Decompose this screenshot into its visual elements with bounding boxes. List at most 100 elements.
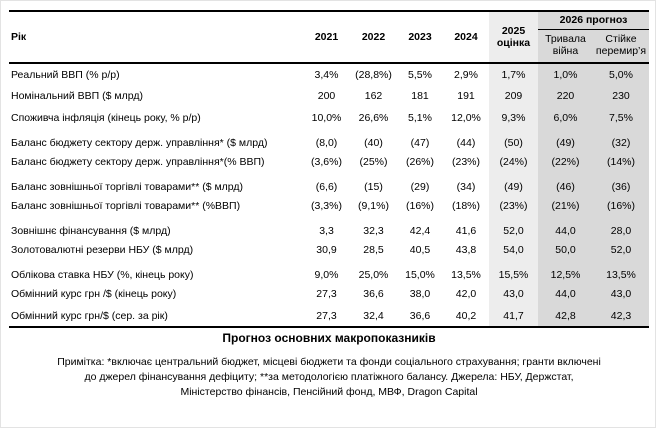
- cell-2026-war: (22%): [538, 151, 593, 173]
- cell-2023: 40,5: [409, 244, 431, 256]
- cell-2026-truce: 42,3: [593, 305, 649, 327]
- cell-2023: 5,1%: [408, 112, 432, 124]
- table-header: Рік 2021 2022 2023 2024 2025 оцінка 2026…: [9, 11, 649, 63]
- col-header-2021: 2021: [314, 31, 339, 43]
- cell-2024: 41,6: [455, 224, 477, 237]
- table-row: Облікова ставка НБУ (%, кінець року) 9,0%…: [9, 261, 649, 283]
- table-row: Зовнішнє фінансування ($ млрд) 3,3 32,3 42,…: [9, 217, 649, 239]
- cell-2025-estimate: 52,0: [489, 217, 538, 239]
- col-header-2024: 2024: [454, 31, 478, 43]
- cell-2026-war: 6,0%: [538, 107, 593, 129]
- cell-2022: (9,1%): [358, 200, 389, 212]
- cell-2023: (16%): [405, 200, 434, 212]
- cell-2024: 12,0%: [451, 112, 481, 124]
- footnote: Примітка: *включає центральний бюджет, м…: [9, 355, 649, 400]
- row-label: Баланс зовнішньої торгівлі товарами** ($…: [11, 180, 244, 193]
- cell-2026-war: 44,0: [538, 217, 593, 239]
- footnote-line-1: Примітка: *включає центральний бюджет, м…: [57, 356, 601, 368]
- header-row-scenarios: Тривала війна Стійке перемир’я: [9, 29, 649, 63]
- cell-2022: (25%): [359, 156, 388, 168]
- row-label: Обмінний курс грн /$ (кінець року): [11, 288, 177, 300]
- cell-2021: 27,3: [316, 309, 337, 322]
- cell-2026-truce: 13,5%: [593, 261, 649, 283]
- cell-2025-estimate: 43,0: [489, 283, 538, 305]
- col-header-2026-forecast: 2026 прогноз: [538, 11, 649, 30]
- cell-2021: (3,3%): [311, 200, 342, 212]
- cell-2022: 25,0%: [358, 268, 389, 281]
- cell-2024: (18%): [451, 200, 480, 212]
- cell-2026-truce: 7,5%: [593, 107, 649, 129]
- cell-2023: 181: [411, 90, 429, 102]
- cell-2023: 42,4: [409, 224, 431, 237]
- cell-2021: 200: [317, 90, 336, 102]
- cell-2024: (23%): [451, 156, 480, 168]
- col-header-prolonged-war: Тривала війна: [538, 29, 593, 63]
- cell-2023: (26%): [405, 156, 434, 168]
- cell-2026-truce: 230: [593, 85, 649, 107]
- cell-2026-war: (49): [538, 129, 593, 151]
- table-row: Споживча інфляція (кінець року, % р/р) 10…: [9, 107, 649, 129]
- cell-2024: 42,0: [455, 288, 477, 300]
- report-page: Рік 2021 2022 2023 2024 2025 оцінка 2026…: [1, 1, 655, 400]
- cell-2021: (3,6%): [311, 156, 342, 168]
- cell-2022: 32,3: [363, 224, 384, 237]
- table-row: Обмінний курс грн /$ (кінець року) 27,3 36…: [9, 283, 649, 305]
- cell-2022: 36,6: [363, 288, 384, 300]
- cell-2024: 40,2: [455, 309, 477, 322]
- cell-2025-estimate: 9,3%: [489, 107, 538, 129]
- cell-2026-truce: (16%): [593, 195, 649, 217]
- table-row: Обмінний курс грн/$ (сер. за рік) 27,3 32,…: [9, 305, 649, 327]
- row-label: Баланс зовнішньої торгівлі товарами** (%…: [11, 200, 241, 212]
- cell-2026-truce: (14%): [593, 151, 649, 173]
- cell-2022: 26,6%: [358, 112, 389, 124]
- cell-2026-truce: 28,0: [593, 217, 649, 239]
- cell-2026-war: 1,0%: [538, 63, 593, 85]
- cell-2023: 38,0: [409, 288, 431, 300]
- cell-2026-truce: 5,0%: [593, 63, 649, 85]
- cell-2026-war: 42,8: [538, 305, 593, 327]
- cell-2024: 191: [457, 90, 475, 102]
- row-label: Облікова ставка НБУ (%, кінець року): [11, 268, 194, 281]
- table-row: Номінальний ВВП ($ млрд) 200 162 181 191 209 2…: [9, 85, 649, 107]
- table-row: Золотовалютні резерви НБУ ($ млрд) 30,9 28…: [9, 239, 649, 261]
- cell-2021: 10,0%: [311, 112, 342, 124]
- table-row: Баланс зовнішньої торгівлі товарами** ($…: [9, 173, 649, 195]
- cell-2025-estimate: 41,7: [489, 305, 538, 327]
- cell-2026-war: (46): [538, 173, 593, 195]
- row-label: Зовнішнє фінансування ($ млрд): [11, 224, 171, 237]
- row-label: Споживча інфляція (кінець року, % р/р): [11, 112, 201, 124]
- cell-2025-estimate: (24%): [489, 151, 538, 173]
- cell-2025-estimate: (49): [489, 173, 538, 195]
- col-header-2025-estimate: 2025 оцінка: [489, 11, 538, 63]
- cell-2026-truce: (36): [593, 173, 649, 195]
- cell-2021: 27,3: [316, 288, 337, 300]
- cell-2024: 43,8: [455, 244, 477, 256]
- cell-2022: (40): [364, 136, 383, 149]
- table-row: Баланс зовнішньої торгівлі товарами** (%…: [9, 195, 649, 217]
- row-label: Номінальний ВВП ($ млрд): [11, 90, 143, 102]
- cell-2021: 3,3: [319, 224, 334, 237]
- cell-2021: 9,0%: [314, 268, 339, 281]
- cell-2025-estimate: 1,7%: [489, 63, 538, 85]
- corner-header-year: Рік: [11, 31, 27, 43]
- table-row: Баланс бюджету сектору держ. управління*…: [9, 129, 649, 151]
- col-header-lasting-truce: Стійке перемир’я: [593, 29, 649, 63]
- footnote-line-2: до джерел фінансування дефіциту; **за ме…: [84, 371, 574, 383]
- cell-2025-estimate: (50): [489, 129, 538, 151]
- cell-2025-estimate: 54,0: [489, 239, 538, 261]
- cell-2026-truce: 43,0: [593, 283, 649, 305]
- row-label: Реальний ВВП (% р/р): [11, 68, 120, 81]
- table-row: Реальний ВВП (% р/р) 3,4% (28,8%) 5,5% 2,9% 1…: [9, 63, 649, 85]
- table-caption: Прогноз основних макропоказників: [222, 331, 436, 345]
- footnote-line-3: Міністерство фінансів, Пенсійний фонд, М…: [180, 386, 478, 398]
- cell-2025-estimate: 15,5%: [489, 261, 538, 283]
- cell-2024: 2,9%: [454, 68, 478, 81]
- cell-2022: 32,4: [363, 309, 384, 322]
- cell-2023: (29): [410, 180, 430, 193]
- row-label: Баланс бюджету сектору держ. управління*…: [11, 156, 265, 168]
- cell-2023: 36,6: [409, 309, 431, 322]
- cell-2026-war: (21%): [538, 195, 593, 217]
- cell-2022: (15): [364, 180, 383, 193]
- cell-2023: 5,5%: [408, 68, 432, 81]
- cell-2024: (34): [456, 180, 476, 193]
